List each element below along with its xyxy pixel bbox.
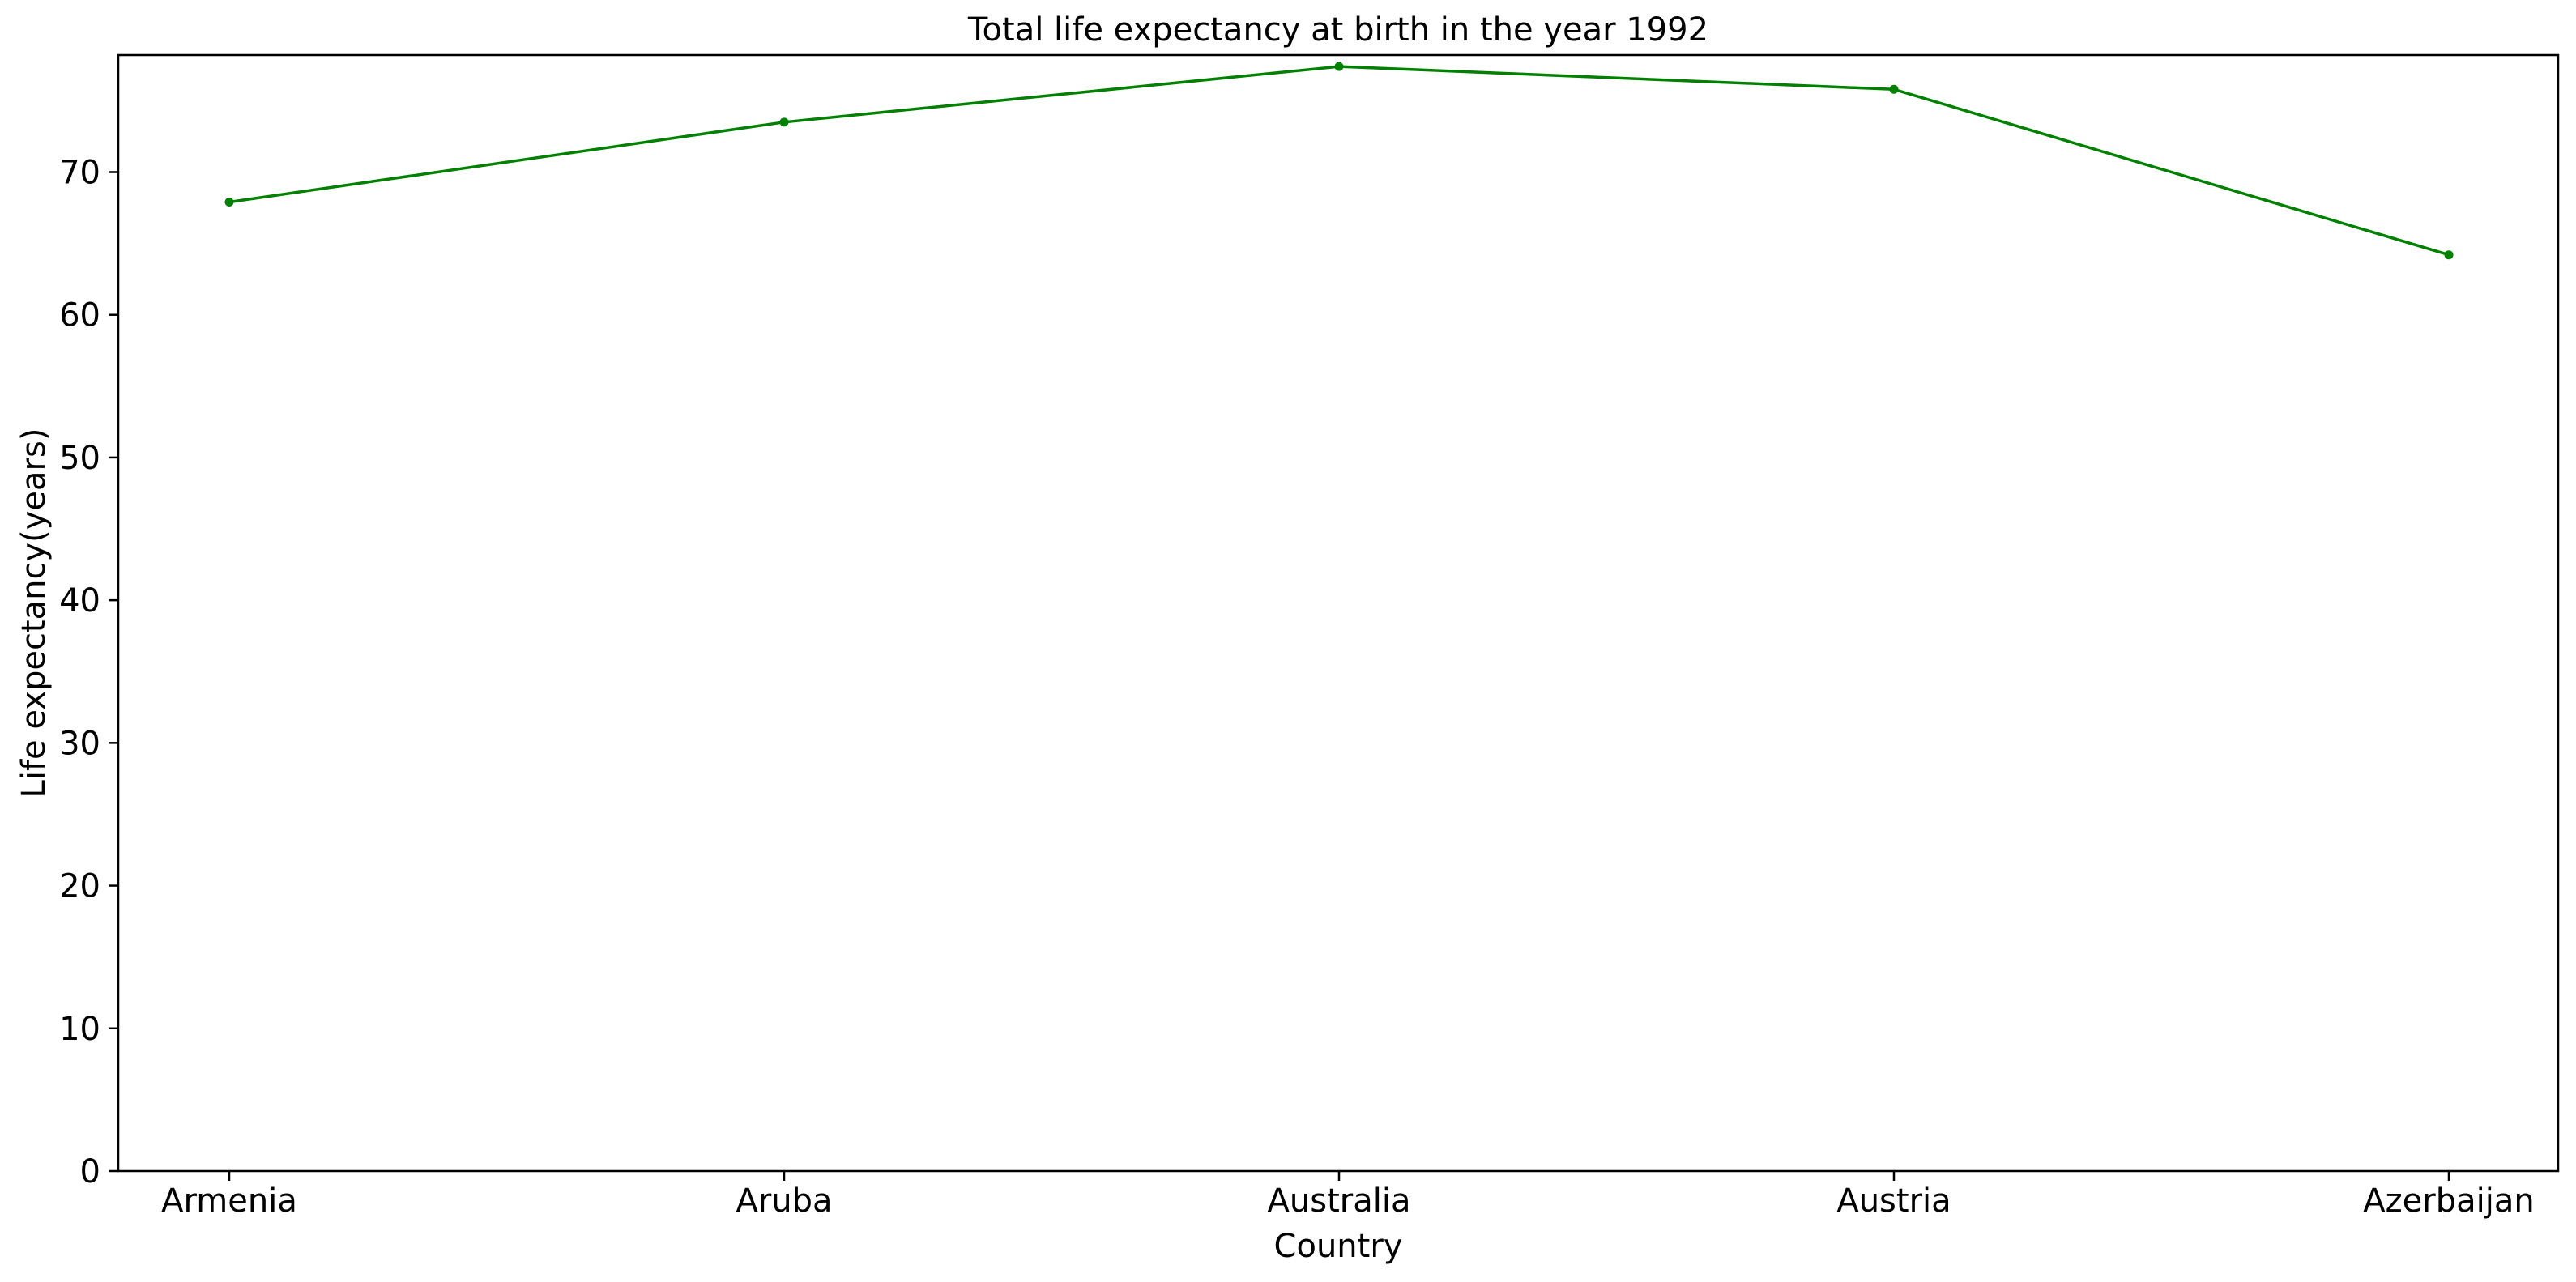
y-tick-label: 50 — [59, 440, 100, 477]
y-tick-label: 60 — [59, 297, 100, 334]
series-line — [228, 65, 2450, 257]
x-axis-label: Country — [1274, 1228, 1403, 1265]
y-axis-label: Life expectancy(years) — [15, 428, 53, 799]
y-tick-label: 40 — [59, 582, 100, 620]
y-tick-label: 0 — [80, 1153, 100, 1190]
y-tick-label: 10 — [59, 1011, 100, 1048]
x-axis-ticks: Armenia Aruba Australia Austria Azerbaijan — [161, 1171, 2535, 1220]
x-tick-label: Austria — [1836, 1182, 1951, 1220]
series-layer — [224, 62, 2454, 260]
y-tick-label: 70 — [59, 154, 100, 191]
data-point — [1334, 62, 1344, 71]
data-point — [779, 117, 789, 127]
y-tick-label: 20 — [59, 868, 100, 905]
data-point — [1889, 84, 1899, 94]
x-tick-label: Azerbaijan — [2363, 1182, 2534, 1220]
x-tick-label: Australia — [1268, 1182, 1411, 1220]
chart-title: Total life expectancy at birth in the ye… — [967, 11, 1708, 49]
x-tick-label: Armenia — [161, 1182, 297, 1220]
y-tick-label: 30 — [59, 725, 100, 762]
data-point — [224, 198, 234, 207]
y-axis-ticks: 0 10 20 30 40 50 60 70 — [59, 154, 118, 1190]
plot-area-frame — [117, 53, 2560, 1173]
data-point — [2444, 250, 2454, 260]
x-tick-label: Aruba — [736, 1182, 832, 1220]
